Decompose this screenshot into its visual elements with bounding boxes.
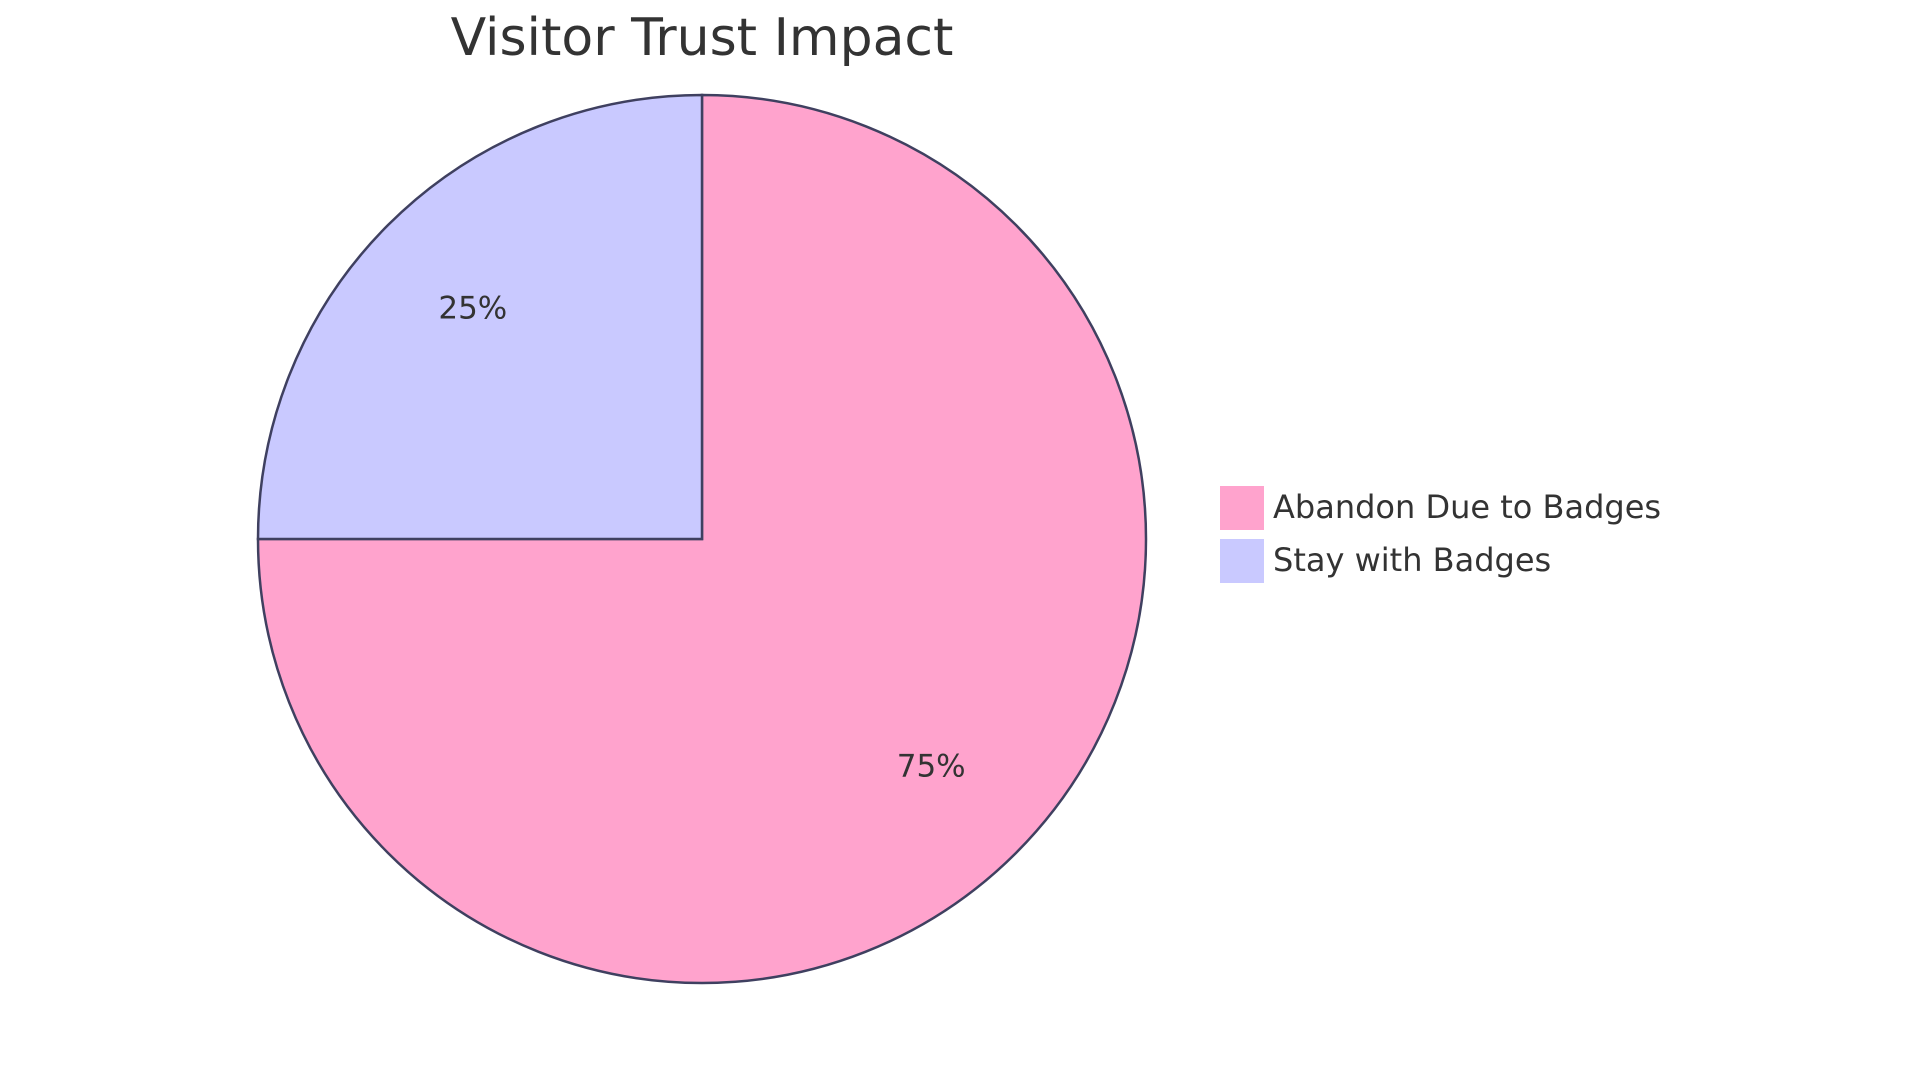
legend-label: Abandon Due to Badges (1273, 488, 1661, 526)
pie-slice (256, 93, 704, 541)
legend-swatch (1220, 539, 1264, 583)
slice-label: 75% (897, 749, 966, 785)
legend-label: Stay with Badges (1273, 541, 1551, 579)
legend-swatch (1220, 486, 1264, 530)
slice-label: 25% (438, 290, 507, 326)
chart-title: Visitor Trust Impact (451, 8, 954, 68)
